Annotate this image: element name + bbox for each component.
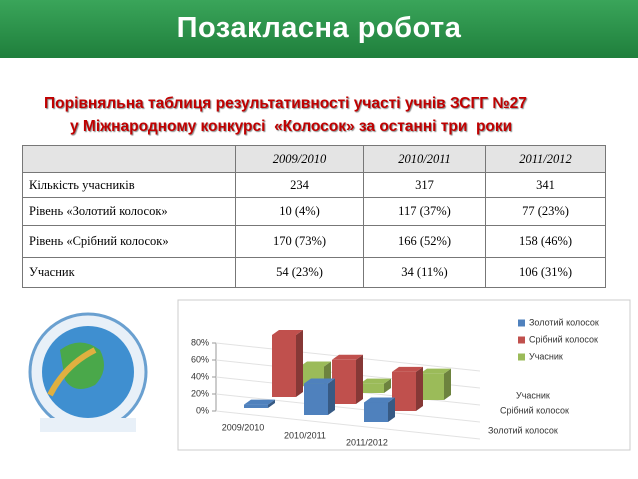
bar-top <box>300 361 331 367</box>
legend-swatch <box>518 336 525 344</box>
grid-line <box>215 410 481 440</box>
logo-wheat <box>47 347 97 397</box>
bar-top <box>244 399 275 405</box>
table-header: 2009/2010 2010/2011 2011/2012 <box>22 145 606 173</box>
depth-label: Золотий колосок <box>488 425 558 435</box>
subtitle: Порівняльна таблиця результативності уча… <box>44 95 527 112</box>
bar-side <box>268 399 275 408</box>
y-tick-label: 20% <box>191 388 209 398</box>
x-tick-label: 2010/2011 <box>284 430 326 440</box>
bar-top <box>332 354 363 360</box>
y-tick-label: 0% <box>196 405 209 415</box>
cell: 54 (23%) <box>235 257 364 288</box>
bar <box>272 334 296 397</box>
row-label: Рівень «Срібний колосок» <box>22 225 236 258</box>
cell: 170 (73%) <box>235 225 364 258</box>
bar-side <box>356 354 363 404</box>
cell: 117 (37%) <box>363 197 486 226</box>
bar <box>360 383 384 393</box>
x-tick-label: 2011/2012 <box>346 437 388 447</box>
bar-side <box>416 366 423 411</box>
x-tick-label: 2009/2010 <box>222 422 265 432</box>
slide-title: Позакласна робота <box>176 12 462 44</box>
table-row: Рівень «Срібний колосок» 170 (73%) 166 (52… <box>22 225 606 258</box>
bar-top <box>392 366 423 372</box>
cell: 158 (46%) <box>485 225 606 258</box>
bar-side <box>296 329 303 397</box>
header-cell: 2010/2011 <box>363 145 486 173</box>
cell: 106 (31%) <box>485 257 606 288</box>
bar-top <box>364 397 395 403</box>
y-tick-label: 80% <box>191 337 209 347</box>
depth-label: Срібний колосок <box>500 405 569 415</box>
bar-side <box>388 397 395 422</box>
bar <box>392 371 416 411</box>
bar-top <box>360 378 391 384</box>
y-tick-label: 60% <box>191 354 209 364</box>
header-band <box>0 0 638 58</box>
subtitle: у Міжнародному конкурсі «Колосок» за ост… <box>70 118 513 135</box>
legend-swatch <box>518 353 525 361</box>
header-cell: 2011/2012 <box>485 145 606 173</box>
legend-label: Срібний колосок <box>529 334 598 344</box>
cell: 77 (23%) <box>485 197 606 226</box>
logo-caption <box>40 418 136 432</box>
bar <box>364 402 388 422</box>
logo-land <box>60 342 104 389</box>
depth-label: Учасник <box>516 390 550 400</box>
grid-line <box>215 393 481 423</box>
bar <box>244 404 268 408</box>
bar-side <box>444 368 451 400</box>
bar-top <box>272 329 303 335</box>
legend-swatch <box>518 319 525 327</box>
table-row: Учасник 54 (23%) 34 (11%) 106 (31%) <box>22 257 606 288</box>
logo <box>28 312 148 432</box>
bar-top <box>420 368 451 374</box>
results-table: 2009/2010 2010/2011 2011/2012 Кількість … <box>22 145 606 288</box>
row-label: Учасник <box>22 257 236 288</box>
bar-side <box>384 378 391 393</box>
cell: 234 <box>235 172 364 198</box>
legend-label: Золотий колосок <box>529 317 599 327</box>
legend-label: Учасник <box>529 351 563 361</box>
y-tick-label: 40% <box>191 371 209 381</box>
bar-top <box>304 378 335 384</box>
bar <box>420 373 444 400</box>
bar-side <box>328 378 335 415</box>
bar <box>332 359 356 404</box>
cell: 166 (52%) <box>363 225 486 258</box>
bar <box>304 383 328 415</box>
